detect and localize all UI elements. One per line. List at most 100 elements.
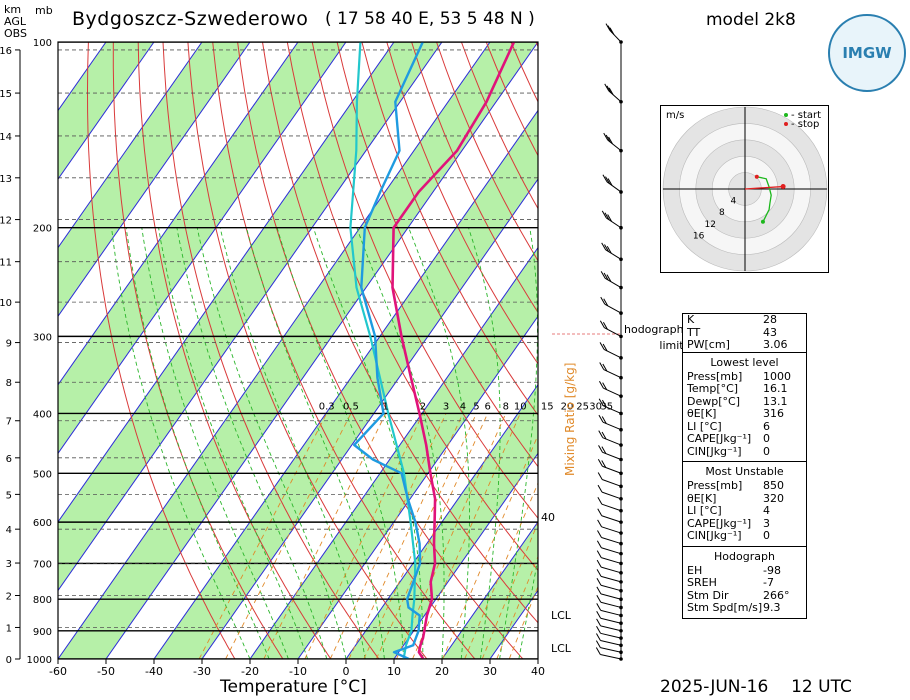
wind-barb-feather	[603, 298, 609, 307]
wind-barb	[600, 653, 622, 660]
moist-adiabat	[312, 227, 424, 659]
index-row: CAPE[Jkg⁻¹] 3	[683, 516, 806, 531]
wind-barb-feather	[606, 246, 612, 254]
index-value: 9.3	[763, 601, 781, 614]
wind-barb-feather	[597, 472, 603, 480]
isotherm-line	[58, 42, 203, 249]
wind-barb-feather	[596, 569, 602, 577]
wind-barb-feather	[602, 343, 608, 352]
isotherm-line	[58, 42, 251, 318]
km-heading-line-2: AGL	[4, 15, 26, 28]
index-row: Press[mb] 1000	[683, 369, 806, 384]
index-name: TT	[687, 325, 701, 339]
index-name: K	[687, 313, 695, 326]
x-tick-label: -60	[49, 665, 67, 678]
x-tick-label: -50	[97, 665, 115, 678]
storm-motion-point	[780, 184, 786, 190]
wind-barb-feather	[596, 633, 601, 641]
index-name: Press[mb]	[687, 369, 743, 383]
index-value: 28	[763, 313, 777, 326]
index-row: K 28	[683, 313, 806, 327]
wind-barb-feather	[602, 174, 608, 183]
wind-barb-feather	[602, 322, 608, 330]
wind-barb-feather	[598, 445, 603, 453]
wind-barb	[600, 632, 622, 639]
index-row: TT 43	[683, 325, 806, 340]
x-tick-label: 20	[435, 665, 449, 678]
wind-barb-feather	[600, 271, 606, 279]
km-tick-label: 7	[6, 417, 12, 428]
index-value: 3	[763, 516, 770, 530]
mixing-ratio-tick-label: 0.3	[319, 401, 335, 412]
mixing-ratio-tick-label: 10	[514, 401, 527, 412]
km-tick-label: 14	[0, 132, 12, 143]
mixing-ratio-tick-label: 8	[503, 401, 509, 412]
dry-adiabat	[262, 42, 538, 624]
moist-adiabat	[468, 227, 501, 659]
wind-barb-feather	[608, 136, 614, 145]
sounding-datetime: 2025-JUN-16 12 UTC	[660, 677, 852, 697]
wind-barb	[600, 609, 622, 616]
wind-barb-feather	[601, 416, 607, 424]
isotherm-line	[58, 42, 347, 455]
moist-adiabat	[537, 656, 538, 659]
wind-barb	[600, 617, 622, 624]
x-tick-label: -20	[241, 665, 259, 678]
mixing-ratio-tick-label: 1	[383, 401, 389, 412]
mixing-ratio-tick-label: 25	[576, 401, 589, 412]
dry-adiabat	[311, 42, 538, 520]
wind-barb-feather	[600, 296, 606, 305]
wind-barb-feather	[606, 274, 612, 282]
x-tick-label: -30	[193, 665, 211, 678]
dry-adiabat	[386, 42, 538, 365]
km-tick-label: 4	[6, 525, 12, 536]
hodograph-ring-label: 12	[704, 220, 715, 230]
logo-text: IMGW	[842, 44, 892, 62]
index-value: -98	[763, 563, 781, 577]
pressure-tick-label: 700	[33, 559, 52, 570]
pressure-tick-label: 1000	[27, 655, 52, 666]
index-row: CIN[Jkg⁻¹] 0	[683, 529, 806, 543]
wind-barb-feather	[596, 594, 602, 603]
dry-adiabat	[411, 42, 538, 314]
moist-adiabat	[356, 227, 445, 659]
wind-barb-feather	[601, 242, 607, 251]
km-heading-line-1: km	[4, 3, 22, 16]
storm-motion-vector	[744, 185, 784, 190]
wind-barb-feather	[604, 244, 609, 252]
index-name: θE[K]	[687, 407, 717, 420]
mixing-ratio-tick-label: 15	[541, 401, 554, 412]
isotherm-line	[153, 109, 538, 659]
wind-barb-feather	[598, 430, 604, 438]
pressure-tick-label: 600	[33, 518, 52, 529]
index-name: EH	[687, 563, 703, 577]
km-heading: km AGL OBS	[4, 4, 27, 40]
lcl-label-upper: LCL	[551, 609, 571, 622]
mixing-ratio-tick-label: 30	[589, 401, 602, 412]
wind-barb-feather	[607, 25, 613, 33]
model-name: model 2k8	[706, 10, 796, 30]
km-tick-label: 0	[6, 655, 12, 666]
indices-table: K 28 TT 43 PW[cm] 3.06 Lowest level Press[mb]…	[682, 313, 807, 619]
wind-barb-feather	[607, 214, 613, 222]
km-tick-label: 8	[6, 378, 12, 389]
mixing-ratio-line	[225, 413, 352, 659]
index-row: Press[mb] 850	[683, 479, 806, 493]
mixing-ratio-tick-label: 2	[420, 401, 426, 412]
wind-barb	[602, 479, 622, 487]
wind-barb-feather	[605, 23, 611, 31]
hodograph-ring-label: 8	[719, 208, 725, 218]
index-value: 850	[763, 479, 784, 492]
x-axis-title: Temperature [°C]	[220, 677, 367, 697]
wind-barb	[601, 515, 622, 523]
index-row: CIN[Jkg⁻¹] 0	[683, 445, 806, 459]
hodograph-limit-line-2: limit	[659, 339, 684, 352]
wind-barb-feather	[606, 85, 612, 94]
wind-barb-feather	[601, 431, 607, 440]
index-value: 266°	[763, 588, 790, 602]
wind-barb-feather	[595, 647, 601, 655]
wind-barb-dot	[619, 375, 623, 380]
wind-barb-feather	[596, 550, 602, 558]
mixing-ratio-line	[348, 413, 464, 659]
wind-barb-feather	[601, 210, 607, 219]
